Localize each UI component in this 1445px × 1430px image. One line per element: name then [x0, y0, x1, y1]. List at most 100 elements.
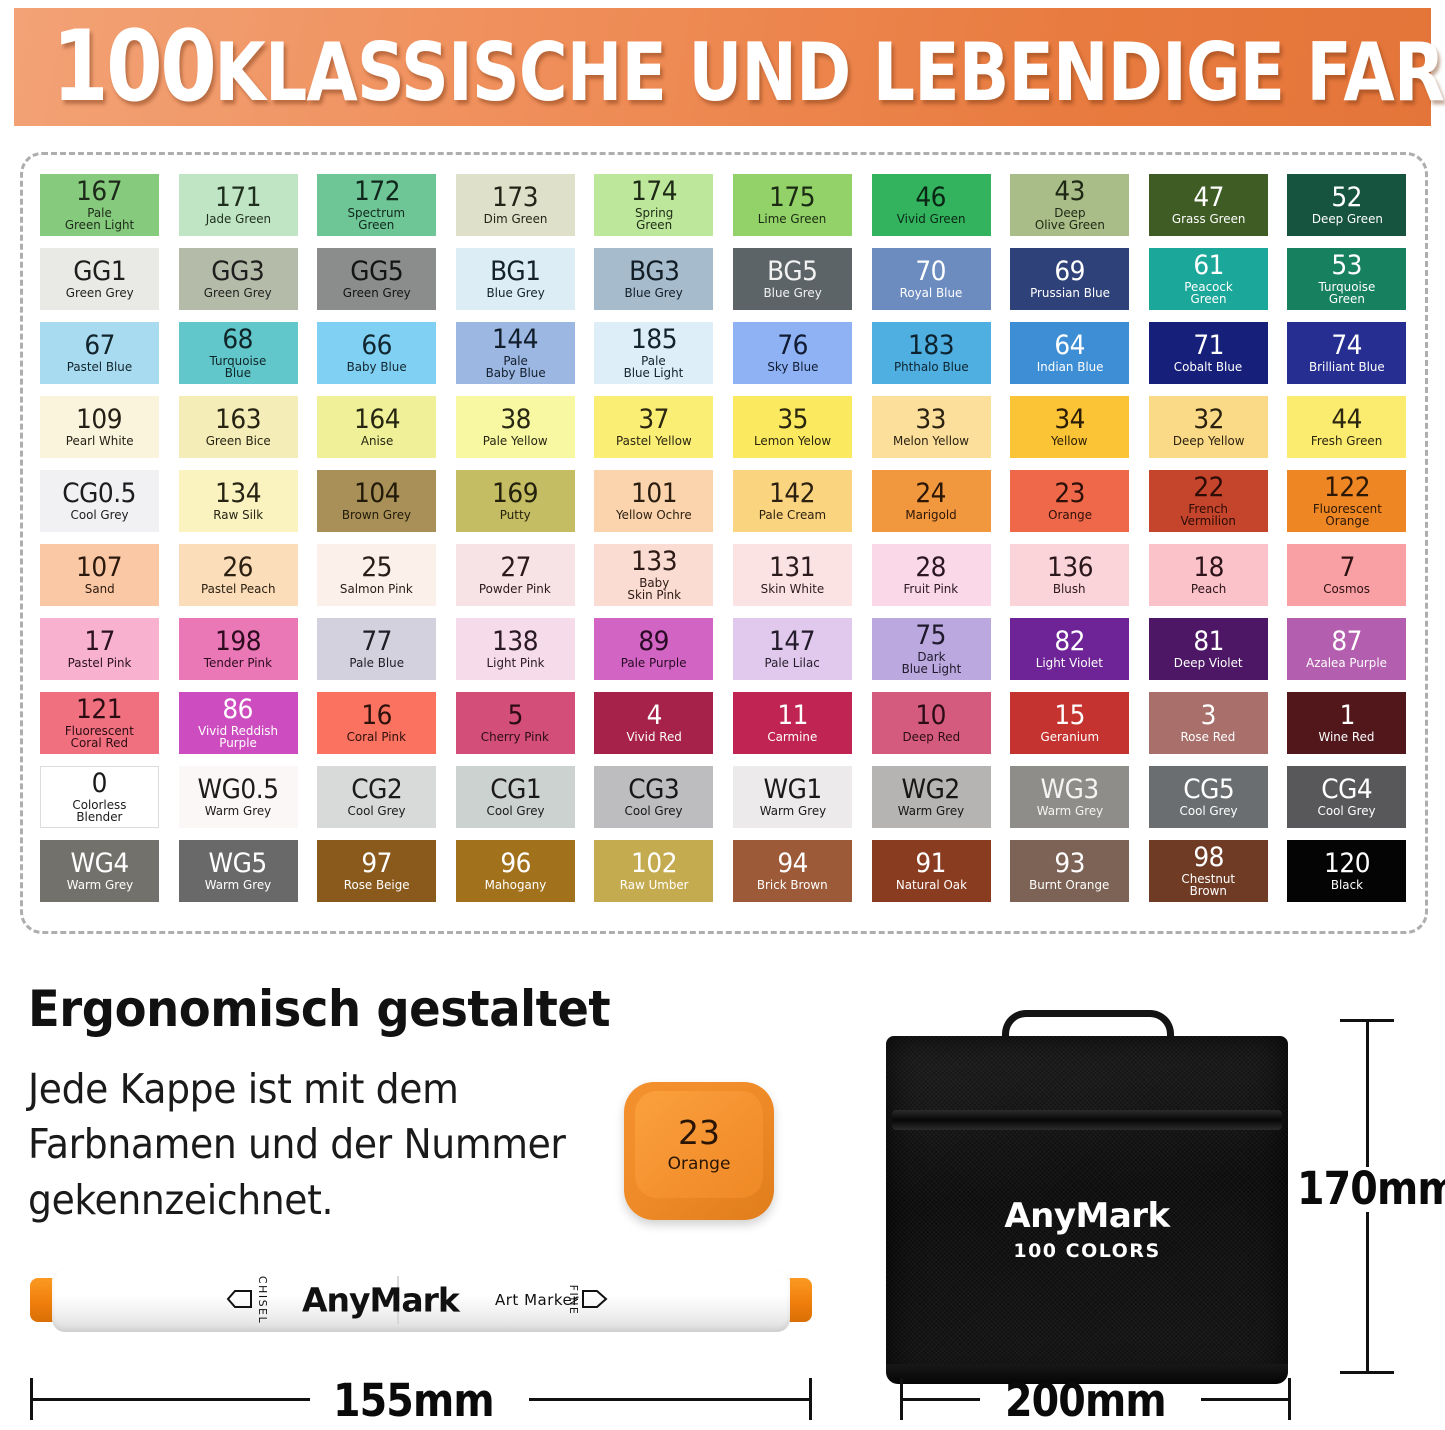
swatch-name: Spring Green: [634, 204, 674, 233]
swatch-number: 38: [499, 404, 531, 436]
swatch-name: Pastel Peach: [200, 580, 276, 596]
bag-height-label: 170mm: [1296, 1162, 1445, 1215]
swatch-number: WG2: [901, 774, 961, 806]
color-swatch: 52 Deep Green: [1287, 174, 1407, 236]
swatch-number: 3: [1200, 700, 1217, 732]
color-swatch: 93 Burnt Orange: [1010, 840, 1130, 902]
color-swatch: 37 Pastel Yellow: [594, 396, 714, 458]
swatch-name: Deep Violet: [1173, 654, 1243, 670]
bag-width-label: 200mm: [1004, 1374, 1167, 1427]
swatch-name: Blush: [1053, 580, 1087, 596]
color-swatch: 121 Fluorescent Coral Red: [40, 692, 159, 754]
color-swatch: 18 Peach: [1148, 544, 1268, 606]
chisel-tip-label: CHISEL: [256, 1275, 269, 1325]
swatch-number: 147: [769, 626, 816, 658]
color-swatch: CG5 Cool Grey: [1148, 766, 1268, 828]
swatch-number: 15: [1054, 700, 1086, 732]
swatch-number: 44: [1331, 404, 1363, 436]
color-swatch: 61 Peacock Green: [1148, 248, 1268, 310]
swatch-number: 172: [353, 175, 401, 207]
bag-brand-label: AnyMark: [1004, 1196, 1170, 1236]
swatch-name: Prussian Blue: [1029, 284, 1110, 300]
swatch-number: 46: [915, 182, 947, 214]
swatch-name: Pearl White: [65, 432, 134, 448]
color-swatch: 86 Vivid Reddish Purple: [178, 692, 298, 754]
color-swatch: 82 Light Violet: [1010, 618, 1130, 680]
swatch-name: Green Grey: [65, 284, 134, 300]
swatch-name: Baby Blue: [346, 358, 407, 374]
bag-colors-label: 100 COLORS: [1013, 1240, 1161, 1262]
swatch-name: Sand: [84, 580, 115, 596]
bag-zipper: [892, 1110, 1282, 1130]
swatch-name: Azalea Purple: [1306, 654, 1388, 670]
swatch-number: 122: [1323, 471, 1371, 503]
color-swatch: 0 Colorless Blender: [40, 766, 159, 828]
color-swatch: 89 Pale Purple: [594, 618, 714, 680]
swatch-number: 102: [630, 848, 678, 880]
color-swatch: 16 Coral Pink: [317, 692, 437, 754]
swatch-name: Pale Lilac: [764, 654, 821, 670]
color-swatch: 47 Grass Green: [1148, 174, 1268, 236]
color-swatch: 87 Azalea Purple: [1287, 618, 1407, 680]
swatch-number: GG1: [73, 256, 126, 288]
color-swatch: 67 Pastel Blue: [40, 322, 159, 384]
swatch-name: Cherry Pink: [481, 728, 550, 744]
color-swatch: 76 Sky Blue: [732, 322, 852, 384]
color-swatch: 38 Pale Yellow: [455, 396, 575, 458]
color-swatch: GG1 Green Grey: [40, 248, 159, 310]
color-swatch: WG2 Warm Grey: [871, 766, 991, 828]
color-swatch: BG1 Blue Grey: [455, 248, 575, 310]
bag-dim-line-right: [1201, 1398, 1289, 1401]
swatch-name: Pastel Pink: [67, 654, 132, 670]
banner-count: 100: [52, 10, 217, 124]
swatch-name: Vivid Reddish Purple: [198, 722, 279, 751]
bag-dim-cap-right: [1288, 1378, 1291, 1420]
swatch-number: 94: [777, 848, 808, 880]
swatch-name: Dim Green: [483, 210, 548, 226]
banner-title: KLASSISCHE UND LEBENDIGE FARBEN: [214, 26, 1445, 119]
swatch-number: 142: [769, 478, 816, 510]
color-swatch: 77 Pale Blue: [317, 618, 437, 680]
swatch-number: 35: [777, 404, 808, 436]
swatch-number: 27: [499, 552, 531, 584]
swatch-name: Indian Blue: [1036, 358, 1104, 374]
color-swatch: 69 Prussian Blue: [1010, 248, 1130, 310]
color-swatch: 91 Natural Oak: [871, 840, 991, 902]
color-swatch: 173 Dim Green: [455, 174, 575, 236]
swatch-name: Baby Skin Pink: [627, 574, 681, 603]
swatch-name: Fresh Green: [1311, 432, 1383, 448]
swatch-number: 138: [492, 626, 539, 658]
color-swatch: WG0.5 Warm Grey: [178, 766, 298, 828]
swatch-name: Salmon Pink: [340, 580, 414, 596]
swatch-name: Rose Red: [1180, 728, 1236, 744]
swatch-name: Cobalt Blue: [1174, 358, 1243, 374]
swatch-name: Orange: [1047, 506, 1092, 522]
swatch-number: 120: [1323, 848, 1371, 880]
swatch-number: 24: [915, 478, 947, 510]
fine-nib-icon: [582, 1288, 608, 1315]
color-swatch: 138 Light Pink: [455, 618, 575, 680]
swatch-name: Vivid Red: [626, 728, 682, 744]
color-swatch: 163 Green Bice: [178, 396, 298, 458]
swatch-number: 37: [638, 404, 670, 436]
swatch-number: CG3: [628, 774, 680, 806]
swatch-name: Blue Grey: [624, 284, 683, 300]
color-swatch: BG5 Blue Grey: [732, 248, 852, 310]
swatch-number: 11: [777, 700, 808, 732]
swatch-number: 4: [646, 700, 662, 732]
swatch-number: 133: [630, 545, 678, 577]
swatch-name: Pastel Blue: [66, 358, 133, 374]
swatch-number: 52: [1331, 182, 1363, 214]
swatch-number: 74: [1331, 330, 1363, 362]
swatch-name: Jade Green: [205, 210, 271, 226]
swatch-number: 25: [361, 552, 393, 584]
swatch-name: Dark Blue Light: [901, 648, 961, 677]
swatch-name: Royal Blue: [899, 284, 963, 300]
color-swatch: 94 Brick Brown: [732, 840, 852, 902]
swatch-name: Deep Red: [902, 728, 960, 744]
swatch-name: Warm Grey: [204, 876, 272, 892]
swatch-number: 75: [915, 619, 947, 651]
color-swatch: 131 Skin White: [732, 544, 852, 606]
swatch-number: 107: [76, 552, 123, 584]
ergonomics-heading: Ergonomisch gestaltet: [28, 980, 611, 1038]
